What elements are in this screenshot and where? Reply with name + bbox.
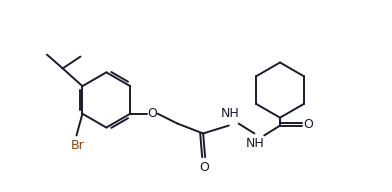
Text: O: O bbox=[147, 107, 157, 120]
Text: O: O bbox=[199, 161, 209, 174]
Text: Br: Br bbox=[71, 139, 84, 152]
Text: O: O bbox=[304, 118, 314, 131]
Text: NH: NH bbox=[220, 107, 239, 120]
Text: NH: NH bbox=[246, 137, 265, 150]
